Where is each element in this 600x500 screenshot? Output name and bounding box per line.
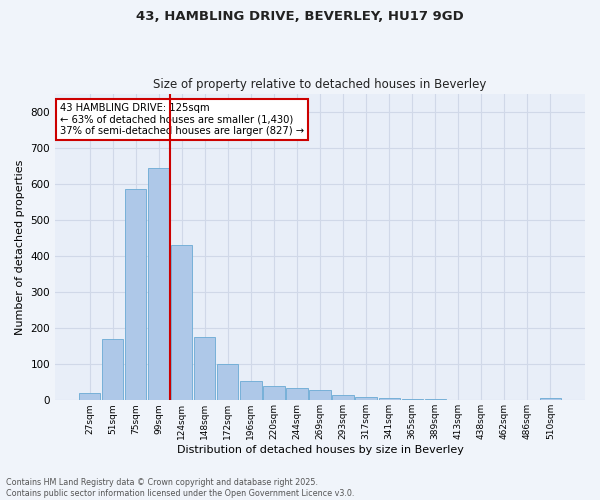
Bar	[286, 388, 308, 400]
Bar	[148, 168, 169, 400]
Text: Contains HM Land Registry data © Crown copyright and database right 2025.
Contai: Contains HM Land Registry data © Crown c…	[6, 478, 355, 498]
Text: 43 HAMBLING DRIVE: 125sqm
← 63% of detached houses are smaller (1,430)
37% of se: 43 HAMBLING DRIVE: 125sqm ← 63% of detac…	[61, 103, 304, 136]
Bar	[379, 398, 400, 400]
Bar	[355, 396, 377, 400]
Bar	[125, 189, 146, 400]
Bar	[194, 337, 215, 400]
Bar	[310, 390, 331, 400]
X-axis label: Distribution of detached houses by size in Beverley: Distribution of detached houses by size …	[176, 445, 463, 455]
Bar	[79, 393, 100, 400]
Bar	[217, 364, 238, 401]
Y-axis label: Number of detached properties: Number of detached properties	[15, 159, 25, 334]
Bar	[102, 339, 124, 400]
Bar	[171, 245, 193, 400]
Title: Size of property relative to detached houses in Beverley: Size of property relative to detached ho…	[154, 78, 487, 91]
Bar	[332, 395, 353, 400]
Bar	[401, 399, 423, 400]
Bar	[540, 398, 561, 400]
Bar	[241, 381, 262, 400]
Text: 43, HAMBLING DRIVE, BEVERLEY, HU17 9GD: 43, HAMBLING DRIVE, BEVERLEY, HU17 9GD	[136, 10, 464, 23]
Bar	[425, 399, 446, 400]
Bar	[263, 386, 284, 400]
